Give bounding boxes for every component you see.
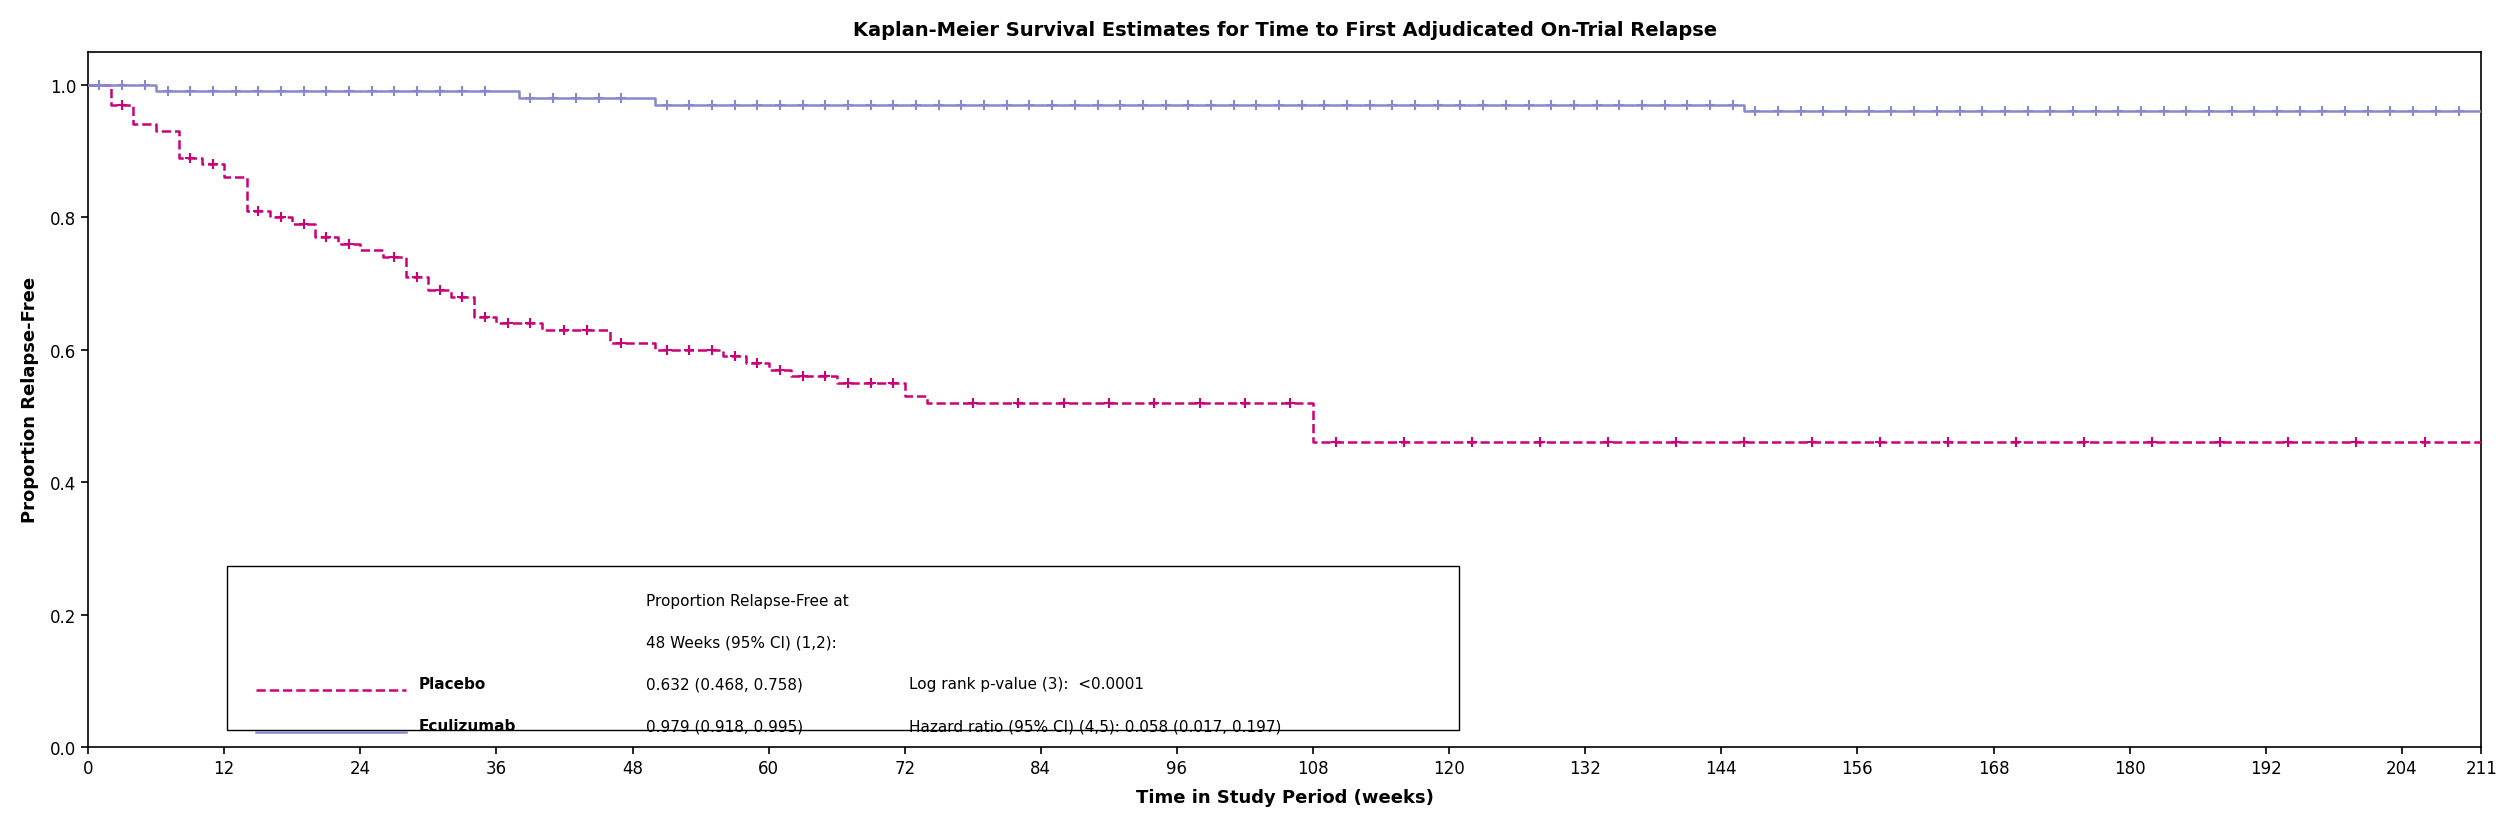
Placebo [1297, 438, 1327, 448]
Title: Kaplan-Meier Survival Estimates for Time to First Adjudicated On-Trial Relapse: Kaplan-Meier Survival Estimates for Time… [854, 21, 1717, 40]
FancyBboxPatch shape [227, 566, 1460, 730]
Text: 0.979 (0.918, 0.995): 0.979 (0.918, 0.995) [645, 718, 803, 734]
Eculizumab [1707, 100, 1737, 110]
Placebo [1161, 399, 1191, 409]
Text: Eculizumab: Eculizumab [418, 718, 516, 734]
Eculizumab [617, 93, 647, 103]
X-axis label: Time in Study Period (weeks): Time in Study Period (weeks) [1136, 788, 1433, 806]
Eculizumab [504, 87, 534, 97]
Eculizumab [1730, 100, 1760, 110]
Eculizumab [118, 80, 149, 90]
Eculizumab [73, 80, 103, 90]
Eculizumab [640, 93, 670, 103]
Eculizumab [481, 87, 511, 97]
Eculizumab [1730, 107, 1760, 117]
Placebo [2465, 438, 2495, 448]
Eculizumab [1707, 100, 1737, 110]
Placebo [73, 80, 103, 90]
Eculizumab [2465, 107, 2495, 117]
Text: Placebo: Placebo [418, 676, 486, 691]
Placebo [617, 339, 647, 349]
Text: 0.632 (0.468, 0.758): 0.632 (0.468, 0.758) [645, 676, 803, 691]
Eculizumab [481, 87, 511, 97]
Eculizumab [640, 100, 670, 110]
Eculizumab [118, 80, 149, 90]
Placebo [889, 379, 919, 389]
Text: 48 Weeks (95% CI) (1,2):: 48 Weeks (95% CI) (1,2): [645, 635, 836, 650]
Eculizumab [141, 87, 171, 97]
Eculizumab [617, 93, 647, 103]
Text: Hazard ratio (95% CI) (4,5): 0.058 (0.017, 0.197): Hazard ratio (95% CI) (4,5): 0.058 (0.01… [909, 718, 1282, 734]
Y-axis label: Proportion Relapse-Free: Proportion Relapse-Free [20, 277, 38, 523]
Eculizumab [141, 80, 171, 90]
Text: Proportion Relapse-Free at: Proportion Relapse-Free at [645, 593, 849, 608]
Eculizumab [504, 93, 534, 103]
Placebo [708, 352, 738, 362]
Placebo [821, 372, 851, 382]
Line: Placebo: Placebo [88, 85, 2480, 443]
Eculizumab [2465, 107, 2495, 117]
Text: Log rank p-value (3):  <0.0001: Log rank p-value (3): <0.0001 [909, 676, 1143, 691]
Line: Eculizumab: Eculizumab [88, 85, 2480, 112]
Placebo [934, 399, 964, 409]
